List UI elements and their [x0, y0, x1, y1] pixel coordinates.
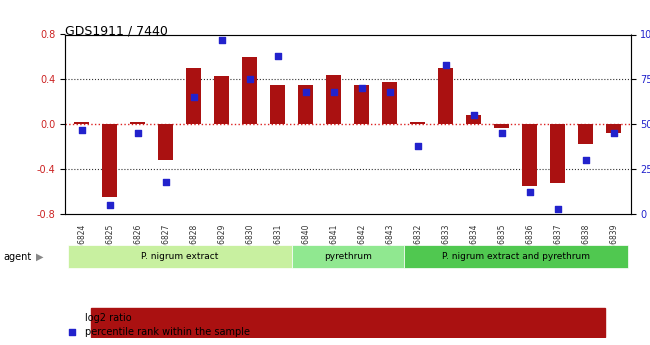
Text: ▶: ▶	[36, 252, 44, 262]
Bar	[242, 57, 257, 124]
Bar	[578, 124, 593, 144]
Point	[608, 130, 619, 136]
FancyBboxPatch shape	[292, 245, 404, 268]
Bar	[298, 85, 313, 124]
Point	[469, 112, 479, 118]
Bar	[214, 76, 229, 124]
Text: agent: agent	[3, 252, 31, 262]
Point	[385, 89, 395, 95]
Text: percentile rank within the sample: percentile rank within the sample	[84, 327, 250, 337]
Bar	[130, 122, 146, 124]
Text: P. nigrum extract and pyrethrum: P. nigrum extract and pyrethrum	[442, 252, 590, 261]
Bar	[494, 124, 510, 128]
Text: GDS1911 / 7440: GDS1911 / 7440	[65, 24, 168, 37]
Point	[525, 190, 535, 195]
Point	[497, 130, 507, 136]
Point	[357, 86, 367, 91]
Point	[188, 95, 199, 100]
Point	[161, 179, 171, 184]
Bar	[466, 115, 482, 124]
FancyBboxPatch shape	[404, 245, 628, 268]
Bar	[102, 124, 118, 197]
Point	[105, 202, 115, 208]
Point	[552, 206, 563, 211]
Bar	[606, 124, 621, 133]
Point	[77, 127, 87, 132]
Bar	[158, 124, 174, 160]
Point	[413, 143, 423, 148]
Text: log2 ratio: log2 ratio	[84, 313, 131, 323]
Text: pyrethrum: pyrethrum	[324, 252, 372, 261]
Bar	[550, 124, 566, 183]
Point	[272, 53, 283, 59]
Point	[580, 157, 591, 163]
Bar	[326, 75, 341, 124]
Point	[300, 89, 311, 95]
Bar	[382, 81, 397, 124]
Bar	[438, 68, 454, 124]
Point	[328, 89, 339, 95]
Point	[244, 77, 255, 82]
Point	[441, 62, 451, 68]
FancyBboxPatch shape	[68, 245, 292, 268]
Bar	[270, 85, 285, 124]
Bar	[522, 124, 538, 186]
Text: P. nigrum extract: P. nigrum extract	[141, 252, 218, 261]
Point	[216, 37, 227, 43]
Bar	[74, 122, 90, 124]
Point	[133, 130, 143, 136]
Bar	[354, 85, 369, 124]
Bar	[410, 122, 426, 124]
Bar	[186, 68, 202, 124]
